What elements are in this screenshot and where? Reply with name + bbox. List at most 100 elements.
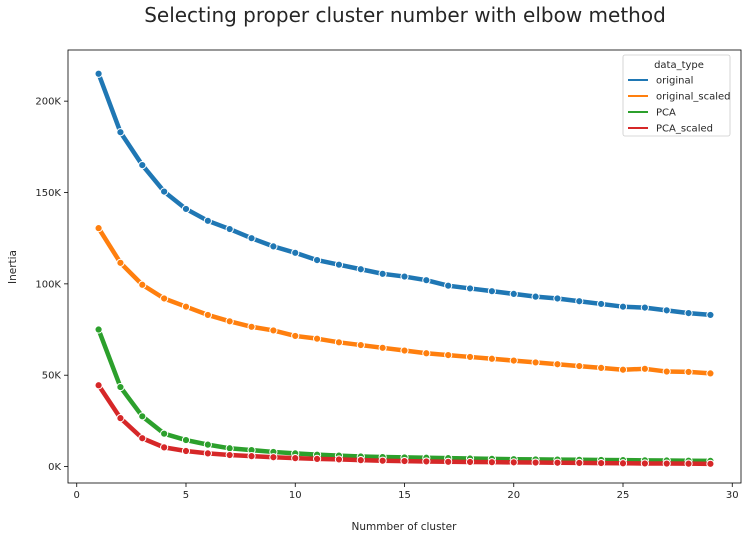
data-point bbox=[445, 352, 452, 359]
y-tick-label: 150K bbox=[35, 188, 61, 199]
data-point bbox=[423, 350, 430, 357]
data-point bbox=[270, 327, 277, 334]
x-tick-label: 30 bbox=[726, 490, 739, 501]
data-point bbox=[313, 335, 320, 342]
data-point bbox=[248, 453, 255, 460]
data-point bbox=[576, 459, 583, 466]
legend-label: original bbox=[656, 76, 693, 87]
data-point bbox=[313, 257, 320, 264]
data-point bbox=[554, 295, 561, 302]
data-point bbox=[401, 273, 408, 280]
data-point bbox=[248, 323, 255, 330]
chart-title: Selecting proper cluster number with elb… bbox=[144, 3, 666, 27]
data-point bbox=[707, 460, 714, 467]
legend-label: PCA_scaled bbox=[656, 124, 713, 135]
data-point bbox=[598, 459, 605, 466]
x-tick-label: 5 bbox=[183, 490, 189, 501]
data-point bbox=[226, 318, 233, 325]
data-point bbox=[488, 355, 495, 362]
data-point bbox=[641, 365, 648, 372]
data-point bbox=[466, 285, 473, 292]
data-point bbox=[95, 326, 102, 333]
x-tick-label: 25 bbox=[617, 490, 630, 501]
data-point bbox=[292, 249, 299, 256]
legend: data_type original original_scaled PCA PCA_… bbox=[623, 55, 731, 136]
data-point bbox=[226, 445, 233, 452]
data-point bbox=[466, 458, 473, 465]
data-point bbox=[204, 441, 211, 448]
data-point bbox=[117, 259, 124, 266]
data-point bbox=[182, 205, 189, 212]
data-point bbox=[204, 217, 211, 224]
y-tick-label: 50K bbox=[42, 371, 62, 382]
data-point bbox=[95, 382, 102, 389]
data-point bbox=[619, 366, 626, 373]
data-point bbox=[598, 300, 605, 307]
data-point bbox=[204, 311, 211, 318]
data-point bbox=[445, 282, 452, 289]
data-point bbox=[663, 307, 670, 314]
y-tick-label: 200K bbox=[35, 97, 61, 108]
y-axis-label: Inertia bbox=[7, 250, 19, 284]
data-point bbox=[663, 368, 670, 375]
x-tick-label: 10 bbox=[289, 490, 302, 501]
data-point bbox=[576, 362, 583, 369]
data-point bbox=[117, 415, 124, 422]
data-point bbox=[488, 288, 495, 295]
data-point bbox=[292, 332, 299, 339]
data-point bbox=[182, 303, 189, 310]
data-point bbox=[292, 455, 299, 462]
y-tick-label: 100K bbox=[35, 279, 61, 290]
data-point bbox=[510, 459, 517, 466]
data-point bbox=[663, 460, 670, 467]
data-point bbox=[466, 353, 473, 360]
data-point bbox=[182, 447, 189, 454]
data-point bbox=[379, 270, 386, 277]
data-point bbox=[139, 435, 146, 442]
data-point bbox=[532, 359, 539, 366]
data-point bbox=[117, 129, 124, 136]
x-tick-label: 0 bbox=[74, 490, 80, 501]
legend-label: PCA bbox=[656, 108, 676, 119]
data-point bbox=[685, 368, 692, 375]
data-point bbox=[226, 225, 233, 232]
data-point bbox=[270, 243, 277, 250]
data-point bbox=[488, 459, 495, 466]
data-point bbox=[510, 357, 517, 364]
data-point bbox=[423, 458, 430, 465]
y-tick-label: 0K bbox=[48, 462, 61, 473]
data-point bbox=[707, 370, 714, 377]
data-point bbox=[641, 460, 648, 467]
data-point bbox=[357, 457, 364, 464]
data-point bbox=[161, 430, 168, 437]
data-point bbox=[335, 339, 342, 346]
data-point bbox=[95, 225, 102, 232]
data-point bbox=[161, 295, 168, 302]
data-point bbox=[707, 311, 714, 318]
data-point bbox=[619, 303, 626, 310]
x-axis-label: Nummber of cluster bbox=[352, 521, 458, 533]
legend-title: data_type bbox=[654, 60, 704, 71]
legend-label: original_scaled bbox=[656, 92, 731, 103]
data-point bbox=[576, 298, 583, 305]
data-point bbox=[685, 309, 692, 316]
data-point bbox=[445, 458, 452, 465]
data-point bbox=[270, 454, 277, 461]
x-tick-label: 15 bbox=[398, 490, 411, 501]
data-point bbox=[335, 261, 342, 268]
data-point bbox=[641, 304, 648, 311]
data-point bbox=[182, 436, 189, 443]
data-point bbox=[204, 450, 211, 457]
data-point bbox=[139, 162, 146, 169]
data-point bbox=[685, 460, 692, 467]
data-point bbox=[532, 293, 539, 300]
data-point bbox=[161, 188, 168, 195]
data-point bbox=[139, 413, 146, 420]
data-point bbox=[226, 451, 233, 458]
data-point bbox=[598, 364, 605, 371]
data-point bbox=[554, 361, 561, 368]
data-point bbox=[313, 455, 320, 462]
x-tick-label: 20 bbox=[507, 490, 520, 501]
data-point bbox=[95, 70, 102, 77]
